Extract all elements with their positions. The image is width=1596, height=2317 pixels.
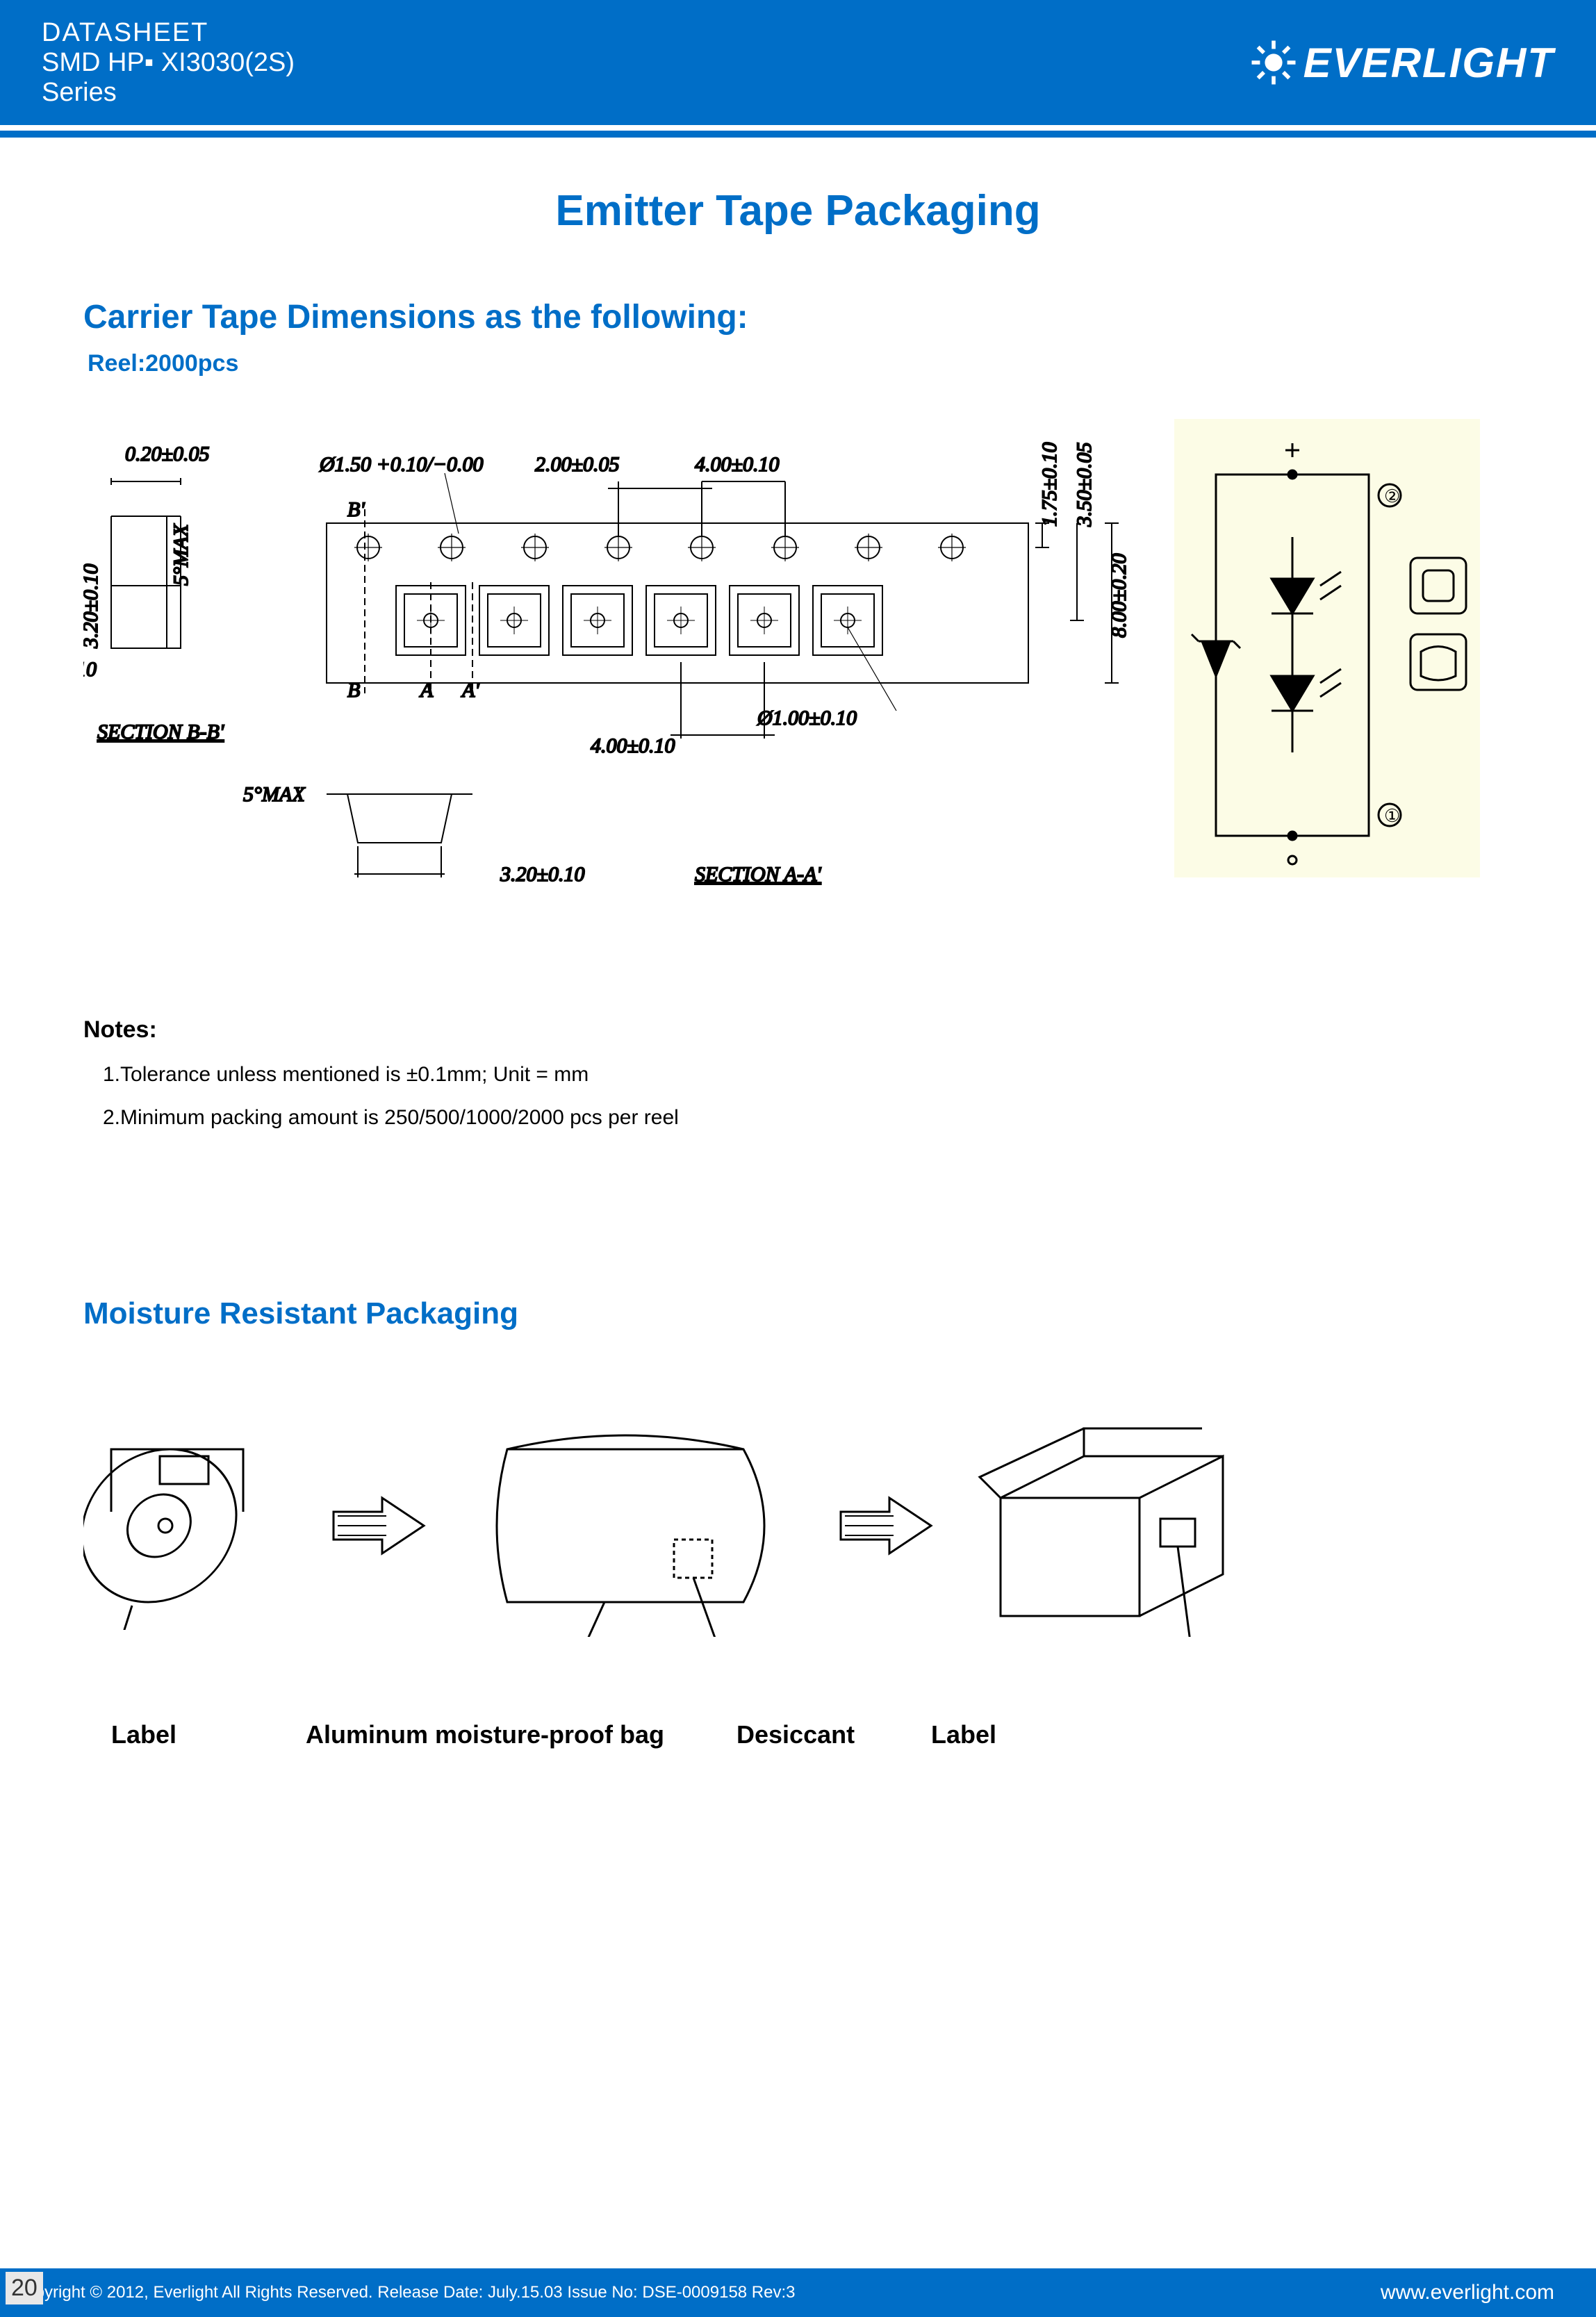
dim-3p50: 3.50±0.05 (1073, 443, 1096, 527)
footer-band: Copyright © 2012, Everlight All Rights R… (0, 2268, 1596, 2317)
main-content: Emitter Tape Packaging Carrier Tape Dime… (0, 138, 1596, 1749)
dim-3p20b: 3.20±0.10 (500, 863, 584, 886)
dim-0p20: 0.20±0.05 (125, 443, 209, 465)
label-a-prime: A' (461, 679, 479, 702)
footer-copyright: Copyright © 2012, Everlight All Rights R… (14, 2283, 796, 2302)
footer-url: www.everlight.com (1381, 2281, 1554, 2304)
dim-2p00: 2.00±0.05 (535, 453, 619, 476)
notes-heading: Notes: (83, 1016, 1513, 1044)
header-band: DATASHEET SMD HP▪ XI3030(2S) Series EVER… (0, 0, 1596, 125)
dim-phi1: Ø1.00±0.10 (757, 707, 857, 729)
packaging-flow (83, 1415, 1513, 1637)
logo-text: EVERLIGHT (1303, 39, 1554, 87)
arrow-icon (327, 1484, 431, 1567)
header-line1: DATASHEET (42, 18, 295, 48)
pack-label-desic: Desiccant (737, 1720, 889, 1749)
schematic-panel: ② (1174, 419, 1480, 877)
section-aa: SECTION A-A' (695, 863, 821, 886)
dim-8p00: 8.00±0.20 (1108, 554, 1130, 638)
dim-1p75: 1.75±0.10 (1038, 443, 1061, 527)
dim-5max: 5°MAX (243, 783, 306, 806)
label-a: A (419, 679, 434, 702)
dim-4p00t: 4.00±0.10 (695, 453, 779, 476)
note-2: 2.Minimum packing amount is 250/500/1000… (103, 1106, 1513, 1130)
arrow-icon (834, 1484, 938, 1567)
page-number: 20 (6, 2272, 43, 2304)
diagram-row: 0.20±0.05 3.20±0.10 78±0.10 5°MAX SECTIO… (83, 419, 1513, 919)
header-left: DATASHEET SMD HP▪ XI3030(2S) Series (42, 18, 295, 108)
note-1: 1.Tolerance unless mentioned is ±0.1mm; … (103, 1063, 1513, 1087)
section-moisture: Moisture Resistant Packaging (83, 1296, 1513, 1331)
page-title: Emitter Tape Packaging (83, 186, 1513, 236)
reel-icon (83, 1421, 292, 1630)
dim-3p20v: 3.20±0.10 (83, 564, 102, 649)
carrier-tape-diagram: 0.20±0.05 3.20±0.10 78±0.10 5°MAX SECTIO… (83, 419, 1153, 919)
header-line2: SMD HP▪ XI3030(2S) (42, 48, 295, 78)
brand-logo: EVERLIGHT (1249, 38, 1554, 87)
dim-4p00b: 4.00±0.10 (591, 734, 675, 757)
pin2-label: ② (1384, 486, 1400, 506)
pin1-label: ① (1384, 805, 1400, 826)
section-bb: SECTION B-B' (97, 720, 224, 743)
schematic-svg: ② (1174, 419, 1480, 877)
pack-label-bag: Aluminum moisture-proof bag (306, 1720, 695, 1749)
reel-label: Reel:2000pcs (88, 350, 1513, 377)
bag-icon (466, 1415, 799, 1637)
subtitle: Carrier Tape Dimensions as the following… (83, 298, 1513, 336)
packaging-labels: Label Aluminum moisture-proof bag Desicc… (83, 1720, 1513, 1749)
carton-icon (973, 1415, 1265, 1637)
pack-label-carton: Label (931, 1720, 1042, 1749)
dim-5max-side: 5°MAX (170, 523, 192, 586)
dim-78: 78±0.10 (83, 658, 97, 681)
header-underline (0, 131, 1596, 138)
header-line3: Series (42, 78, 295, 108)
label-b-prime: B' (347, 498, 365, 521)
sun-icon (1249, 38, 1298, 87)
pack-label-reel: Label (111, 1720, 264, 1749)
label-b: B (347, 679, 360, 702)
dim-phi1p5: Ø1.50 +0.10/−0.00 (319, 453, 484, 476)
